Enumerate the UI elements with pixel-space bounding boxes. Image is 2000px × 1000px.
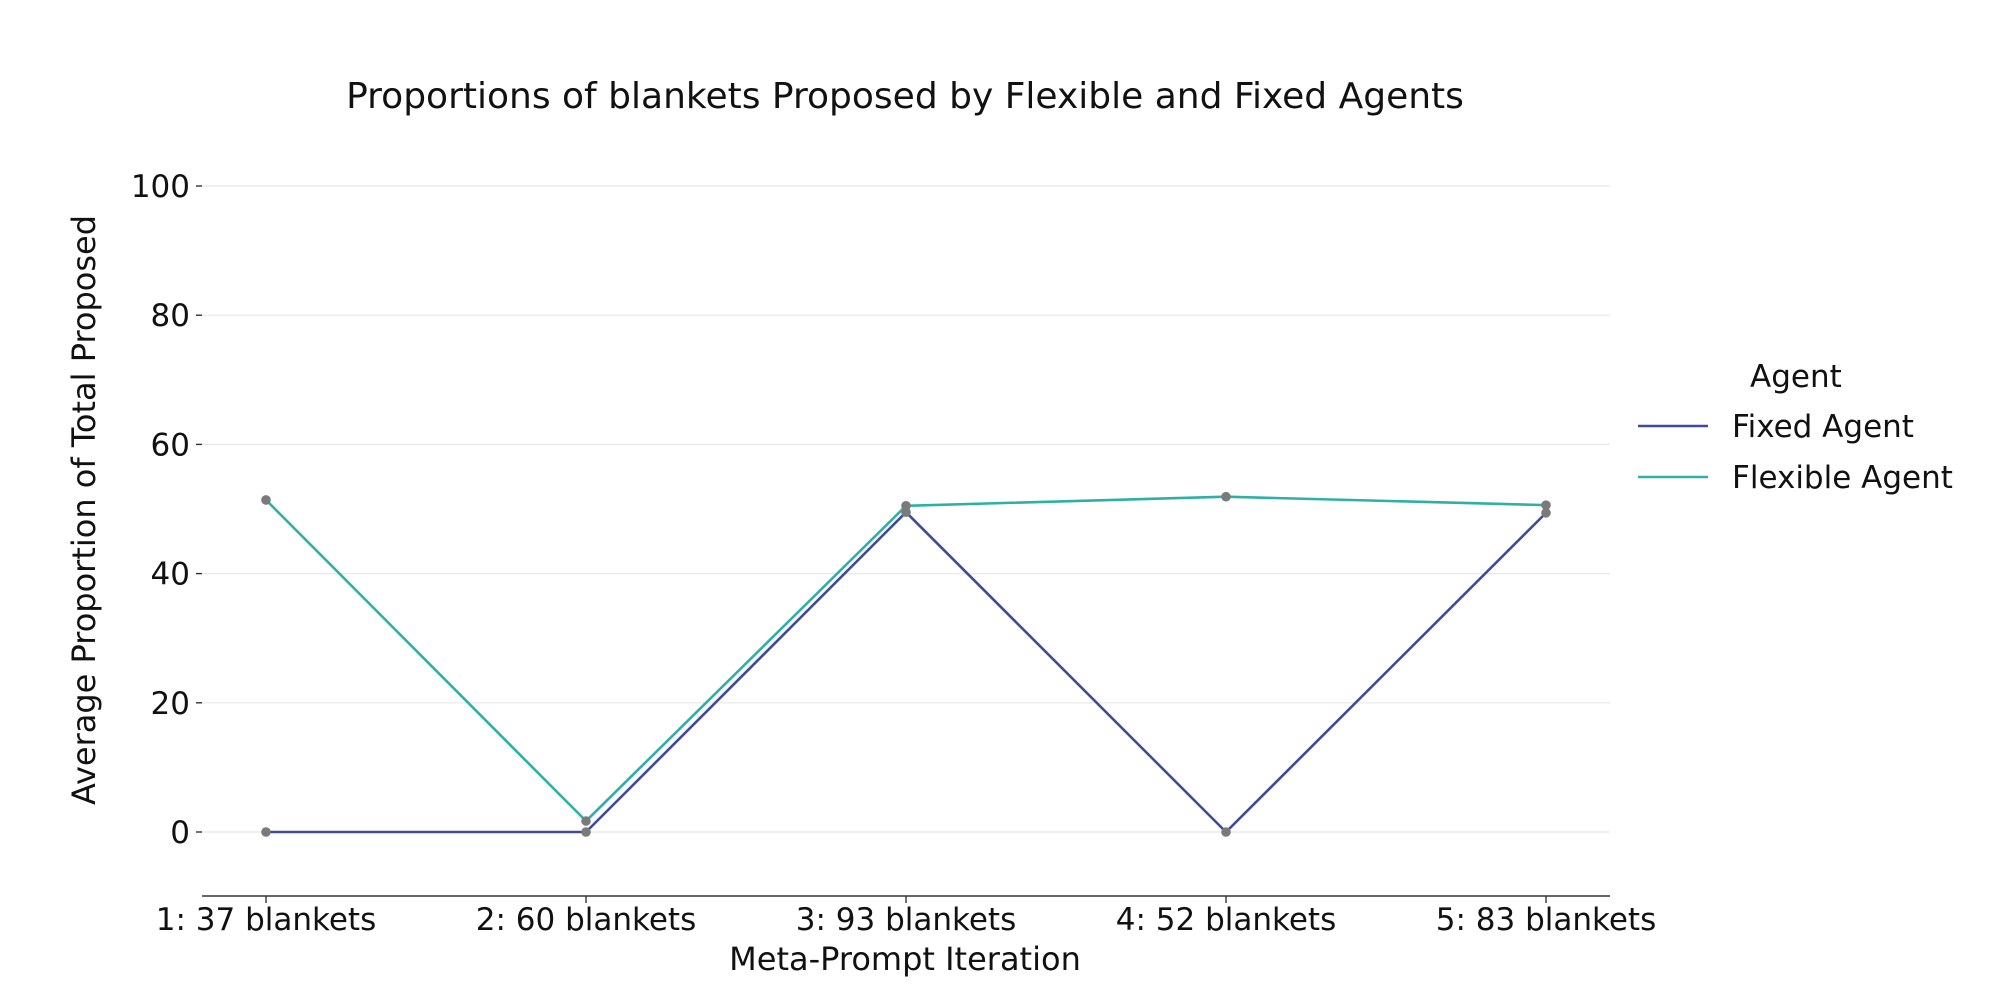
axes: 0 20 40 60 80 100 1: 37 blankets 2: 60 blankets… <box>131 169 1656 938</box>
x-tick-label: 3: 93 blankets <box>796 902 1016 938</box>
y-tick-label: 0 <box>170 815 190 851</box>
legend-title: Agent <box>1750 359 1842 395</box>
data-point-fixed-agent <box>1221 827 1231 837</box>
x-tick-label: 2: 60 blankets <box>476 902 696 938</box>
data-point-fixed-agent <box>581 827 591 837</box>
y-tick-label: 40 <box>151 557 190 593</box>
data-point-flexible-agent <box>1541 500 1551 510</box>
data-point-flexible-agent <box>261 495 271 505</box>
series-lines <box>265 495 1547 834</box>
x-tick-label: 4: 52 blankets <box>1116 902 1336 938</box>
data-point-flexible-agent <box>581 816 591 826</box>
data-point-fixed-agent <box>1541 508 1551 518</box>
x-tick-label: 1: 37 blankets <box>156 902 376 938</box>
data-point-flexible-agent <box>901 500 911 511</box>
series-line-flexible-agent <box>265 495 1547 823</box>
y-tick-label: 60 <box>151 427 190 463</box>
data-point-fixed-agent <box>261 827 271 837</box>
legend: Agent Fixed Agent Flexible Agent <box>1638 359 1953 496</box>
x-tick-label: 5: 83 blankets <box>1436 902 1656 938</box>
data-markers <box>261 491 1551 837</box>
legend-label-flexible-agent: Flexible Agent <box>1732 460 1953 496</box>
chart-title: Proportions of blankets Proposed by Flex… <box>346 76 1464 117</box>
y-axis-label: Average Proportion of Total Proposed <box>65 215 103 805</box>
y-tick-label: 80 <box>151 298 190 334</box>
data-point-flexible-agent <box>1221 491 1231 502</box>
legend-label-fixed-agent: Fixed Agent <box>1732 409 1914 445</box>
x-axis-label: Meta-Prompt Iteration <box>729 940 1081 978</box>
y-tick-label: 20 <box>151 686 190 722</box>
grid-lines <box>202 185 1610 833</box>
series-line-fixed-agent <box>266 510 1547 834</box>
y-tick-label: 100 <box>131 169 190 205</box>
